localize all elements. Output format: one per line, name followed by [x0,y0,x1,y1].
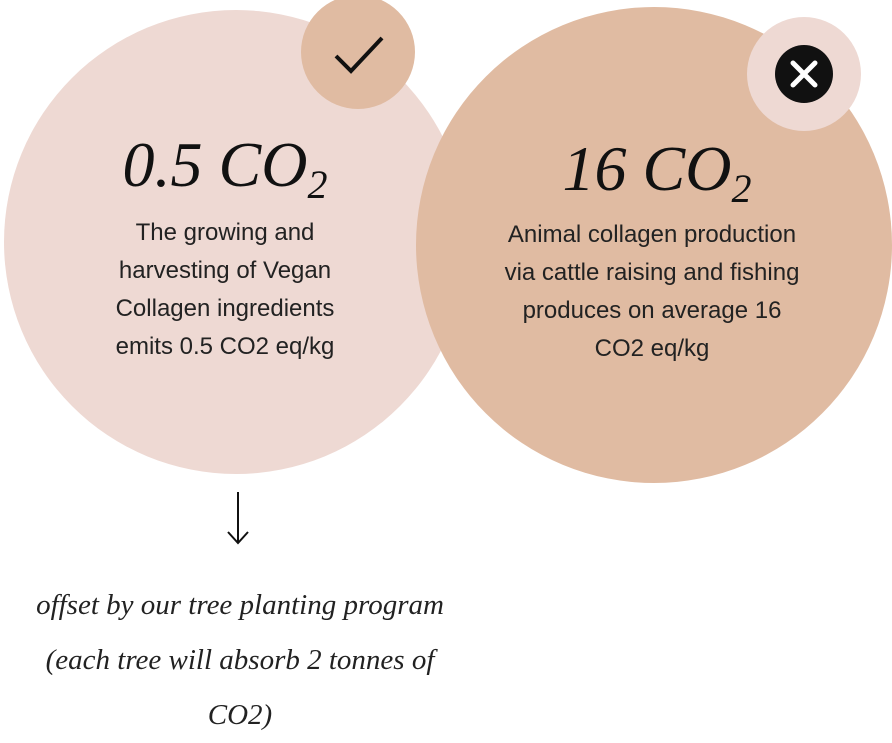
down-arrow [227,492,249,545]
check-badge [301,0,415,109]
right-text: Animal collagen production via cattle ra… [504,221,800,362]
footnote: offset by our tree planting program (eac… [36,589,444,731]
heading-main: 0.5 CO [122,129,308,200]
heading-subscript: 2 [307,162,328,207]
left-text: The growing and harvesting of Vegan Coll… [115,219,335,360]
heading-subscript: 2 [731,166,752,211]
check-icon [334,36,384,74]
heading-main: 16 CO [562,133,732,204]
cross-icon [790,60,818,88]
left-heading: 0.5 CO2 [30,128,420,208]
right-heading: 16 CO2 [462,132,852,212]
